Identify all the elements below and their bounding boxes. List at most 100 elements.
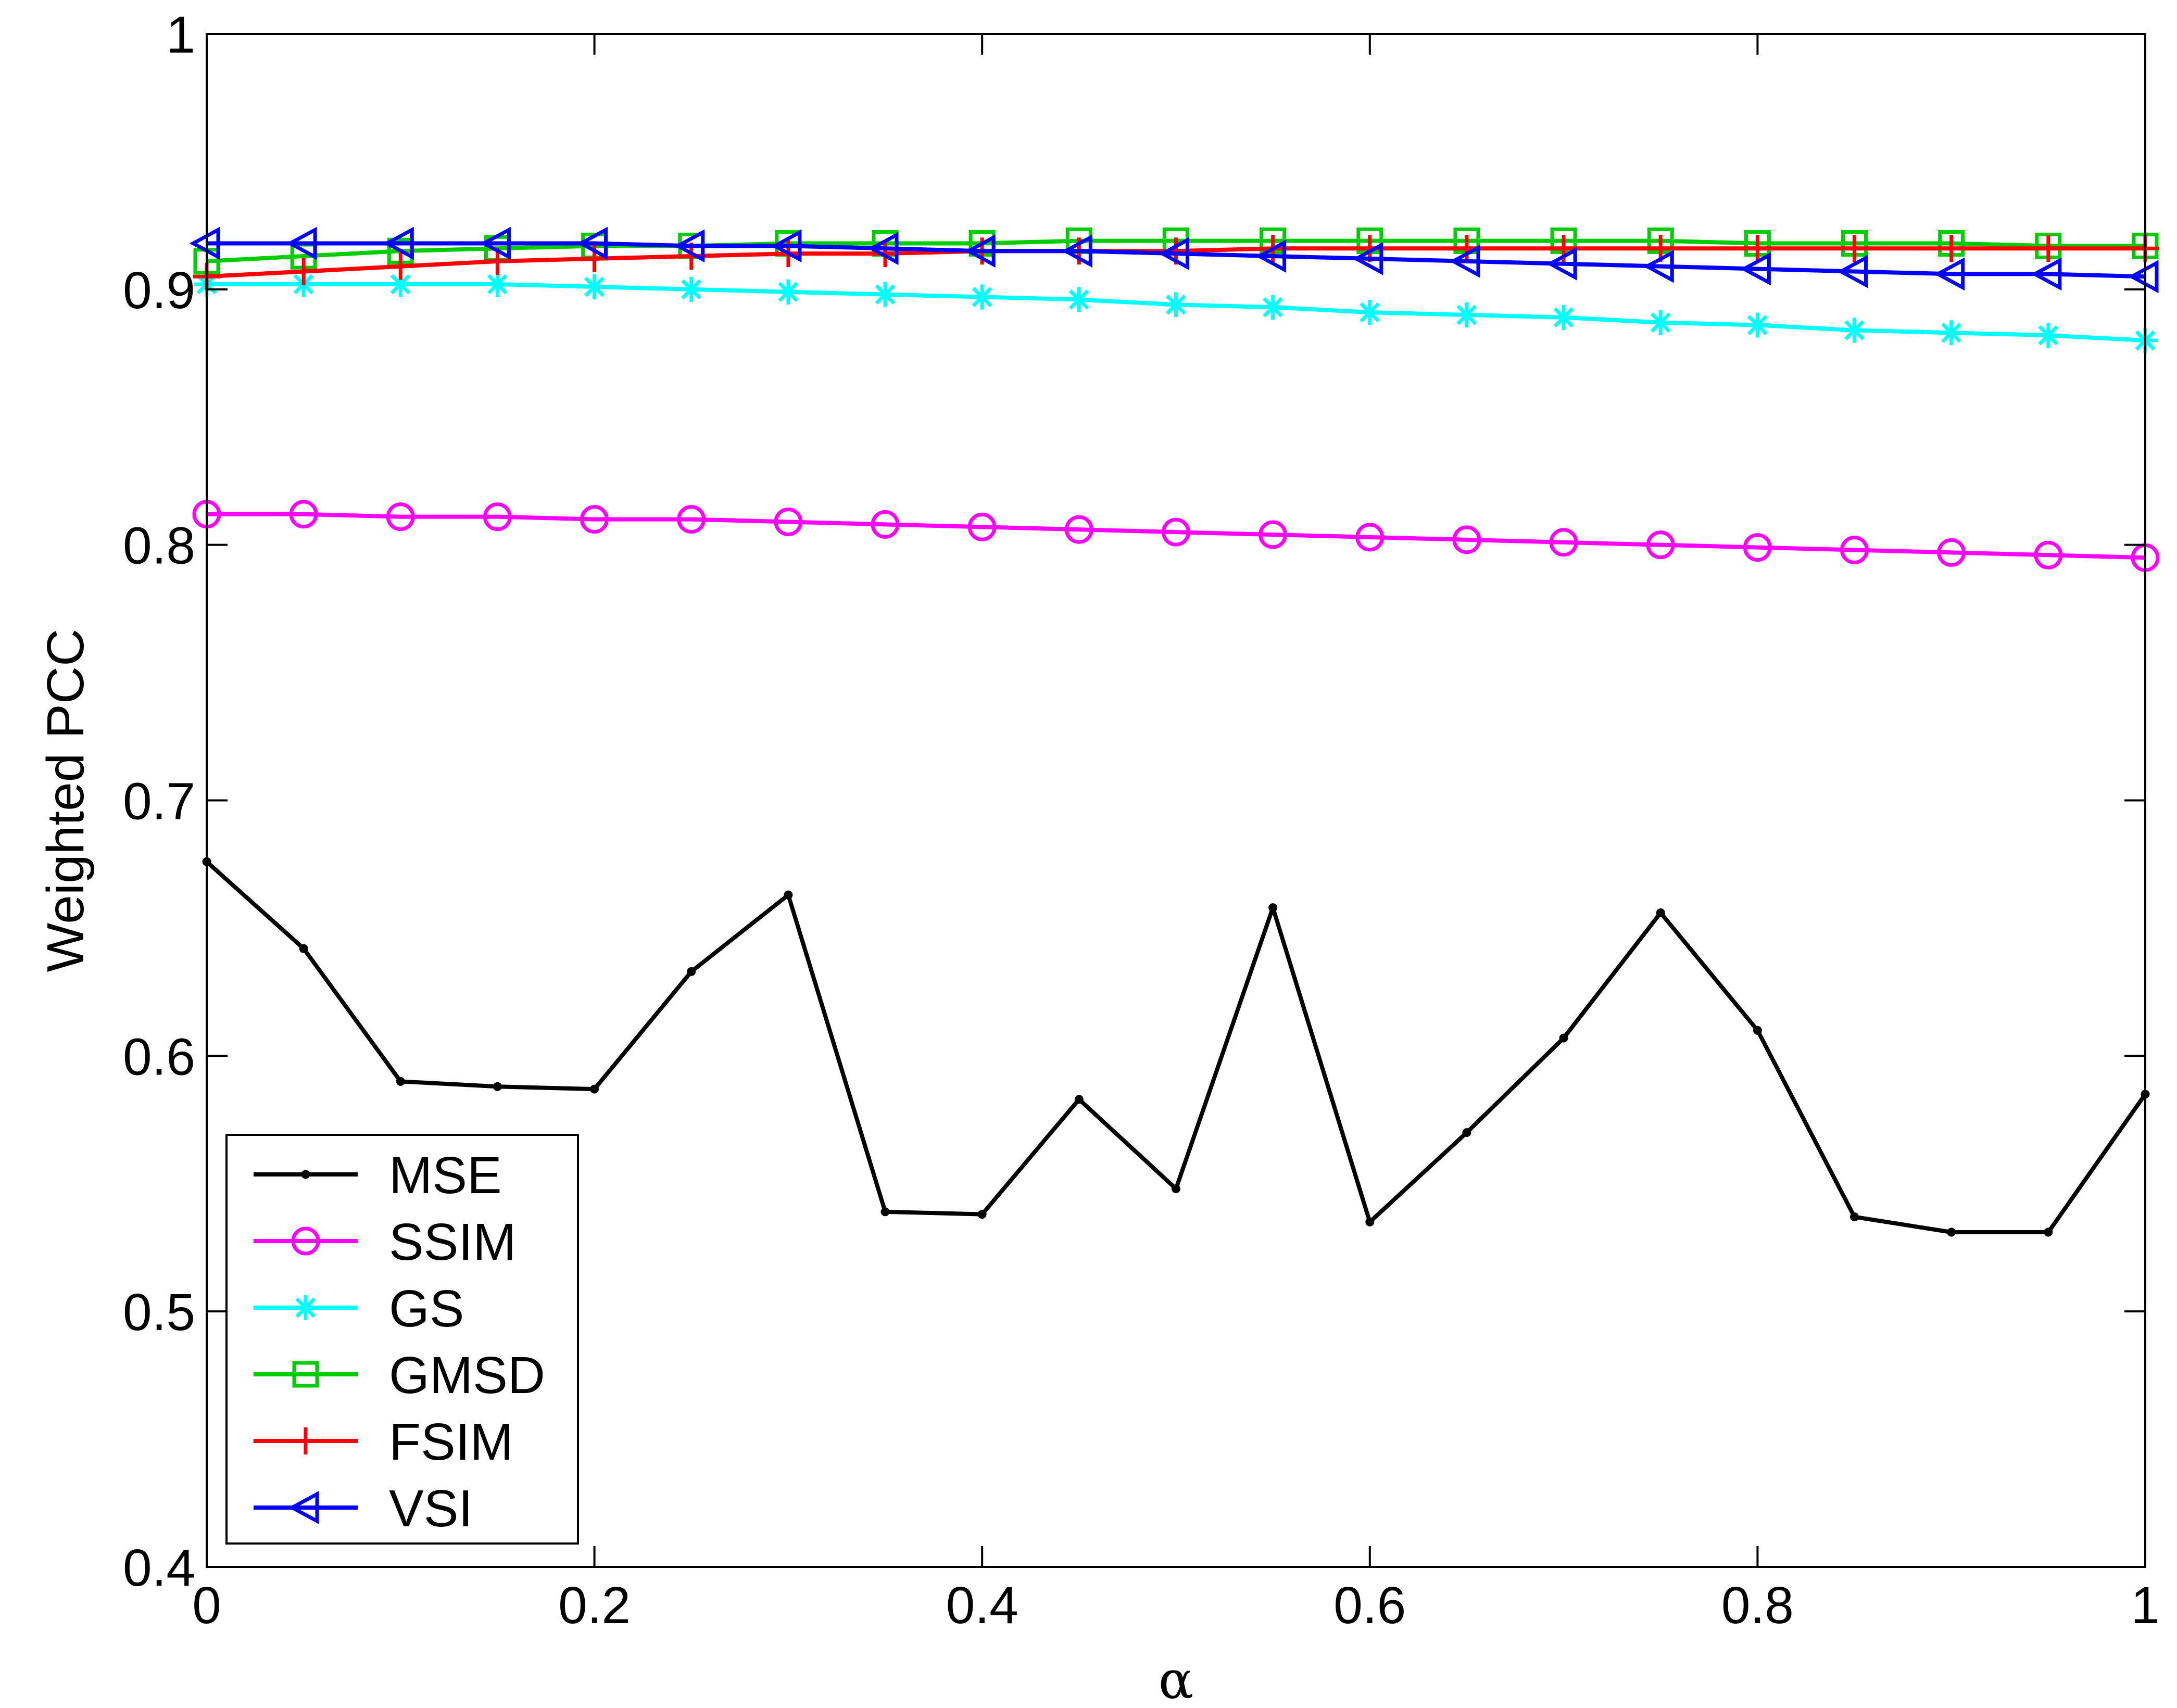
data-point-fsim [872,240,899,268]
series-vsi [189,226,2159,294]
data-point-vsi [771,229,802,263]
data-point-mse [1656,908,1665,917]
data-point-vsi [2031,257,2062,291]
data-point-ssim [1549,528,1578,557]
x-tick-label: 0.4 [946,1576,1018,1635]
data-point-mse [880,1207,890,1217]
y-tick-label: 0.6 [123,1028,195,1086]
legend-marker-mse [301,1170,310,1179]
data-point-vsi [1159,237,1189,270]
data-point-gs [1260,295,1286,320]
plot-area [189,226,2160,1237]
data-point-mse [1947,1228,1956,1237]
legend-label-fsim: FSIM [389,1413,513,1471]
y-tick-label: 0.7 [123,773,195,831]
series-line-ssim [207,512,2146,560]
data-point-ssim [1743,533,1772,562]
x-tick-label: 1 [2131,1576,2160,1635]
data-point-gs [1842,318,1867,343]
data-point-mse [1753,1026,1762,1035]
data-point-vsi [674,229,705,263]
legend-entry-mse: MSE [254,1146,502,1205]
legend-entry-gs: GS [254,1280,464,1338]
legend-entry-fsim: FSIM [254,1413,513,1471]
data-point-mse [396,1077,405,1086]
data-point-ssim [774,507,803,536]
data-point-mse [1559,1033,1568,1043]
data-point-vsi [964,234,996,268]
series-ssim [192,500,2160,572]
legend-label-gmsd: GMSD [389,1346,545,1405]
data-point-gs [873,282,898,307]
data-point-gs [678,276,704,302]
legend-marker-gs [293,1295,318,1320]
y-tick-label: 1 [166,6,195,64]
data-point-ssim [1646,530,1675,560]
data-point-mse [1172,1184,1180,1194]
data-point-gs [1551,305,1577,330]
data-point-ssim [1452,525,1481,554]
y-tick-label: 0.5 [123,1283,195,1342]
legend-box [225,1134,579,1545]
data-point-ssim [871,510,900,539]
data-point-gs [582,274,607,299]
data-point-vsi [1934,257,1965,291]
data-point-ssim [580,505,609,534]
legend-entry-ssim: SSIM [254,1213,516,1271]
data-point-ssim [1162,517,1190,547]
data-point-vsi [1255,239,1287,273]
data-point-gs [1066,287,1092,312]
data-point-mse [1850,1212,1859,1222]
data-point-fsim [387,252,414,280]
y-tick-label: 0.8 [123,517,195,575]
data-point-vsi [1643,249,1674,283]
data-point-vsi [1546,247,1577,281]
data-point-fsim [1841,235,1868,262]
x-tick-label: 0.2 [558,1576,631,1635]
x-axis-label: α [1159,1650,1194,1708]
data-point-gs [1939,320,1964,346]
data-point-ssim [677,505,706,534]
series-gs [194,272,2158,353]
data-point-mse [493,1082,502,1091]
x-tick-label: 0.8 [1721,1576,1794,1635]
data-point-gs [1454,302,1479,327]
data-point-mse [687,967,696,976]
data-point-ssim [1259,520,1288,549]
data-point-gs [1163,292,1189,318]
data-point-vsi [1062,234,1092,268]
y-tick-label: 0.4 [123,1539,195,1597]
data-point-fsim [1744,235,1771,262]
y-axis-label: Weighted PCC [36,629,95,972]
data-point-fsim [290,258,318,285]
data-point-mse [1268,903,1278,913]
legend-marker-fsim [292,1427,319,1454]
y-tick-label: 0.9 [123,261,195,320]
legend-label-gs: GS [389,1280,464,1338]
x-tick-label: 0.6 [1333,1576,1406,1635]
data-point-ssim [483,502,512,532]
data-point-vsi [1837,255,1868,288]
data-point-ssim [1064,515,1093,544]
data-point-vsi [1740,252,1771,286]
data-point-ssim [289,500,318,529]
legend-entry-vsi: VSI [254,1479,473,1538]
data-point-vsi [1352,242,1383,275]
data-point-vsi [1449,244,1480,278]
data-point-ssim [2034,540,2063,570]
data-point-gs [1357,300,1382,325]
data-point-vsi [286,226,317,260]
legend-marker-ssim [291,1226,320,1256]
data-point-mse [299,944,308,953]
data-point-mse [977,1210,987,1219]
data-point-mse [2044,1228,2053,1237]
data-point-mse [784,890,793,900]
data-point-mse [590,1084,599,1094]
data-point-ssim [1840,535,1869,564]
x-tick-label: 0 [192,1576,221,1635]
data-point-gs [1648,310,1673,335]
data-point-fsim [1937,235,1965,262]
data-point-vsi [867,232,899,265]
data-point-ssim [1937,538,1966,567]
data-point-fsim [2034,235,2062,262]
